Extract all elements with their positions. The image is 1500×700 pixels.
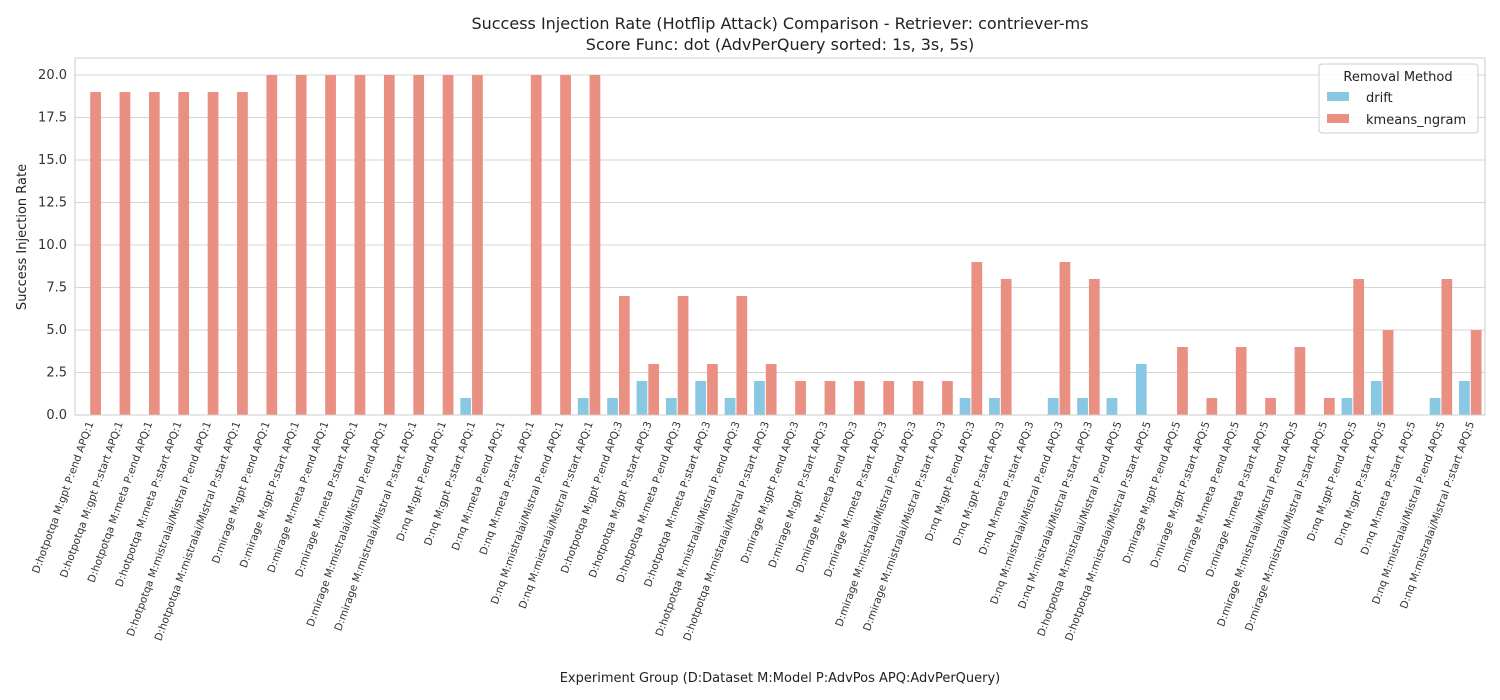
legend-label-drift: drift	[1366, 91, 1393, 106]
bar-kmeans-ngram	[1441, 279, 1453, 415]
bar-kmeans-ngram	[1470, 330, 1482, 415]
bar-kmeans-ngram	[736, 296, 748, 415]
bar-drift	[695, 381, 707, 415]
bar-kmeans-ngram	[1265, 398, 1276, 415]
bar-drift	[577, 398, 589, 415]
bar-kmeans-ngram	[1000, 279, 1012, 415]
bar-kmeans-ngram	[237, 92, 248, 415]
bar-kmeans-ngram	[207, 92, 219, 415]
bar-drift	[1459, 381, 1470, 415]
y-tick-label: 0.0	[46, 408, 67, 423]
y-tick-label: 12.5	[38, 196, 67, 211]
y-tick-label: 7.5	[46, 281, 67, 296]
bar-kmeans-ngram	[1353, 279, 1365, 415]
bar-kmeans-ngram	[618, 296, 630, 415]
bar-kmeans-ngram	[942, 381, 953, 415]
legend-swatch-kmeans-ngram	[1327, 114, 1349, 123]
bar-kmeans-ngram	[295, 75, 307, 415]
y-axis-label: Success Injection Rate	[15, 164, 30, 310]
y-tick-label: 10.0	[38, 238, 67, 253]
x-tick-label: D:nq M:meta P:start APQ:5	[1359, 420, 1419, 557]
bar-kmeans-ngram	[883, 381, 895, 415]
legend: Removal Method drift kmeans_ngram	[1318, 63, 1479, 134]
legend-box	[1318, 63, 1479, 134]
bar-kmeans-ngram	[119, 92, 131, 415]
bar-drift	[1341, 398, 1353, 415]
bar-drift	[1047, 398, 1059, 415]
bar-kmeans-ngram	[90, 92, 101, 415]
bar-drift	[1077, 398, 1088, 415]
bar-kmeans-ngram	[824, 381, 836, 415]
bar-kmeans-ngram	[971, 262, 983, 415]
bar-drift	[665, 398, 677, 415]
legend-title: Removal Method	[1343, 70, 1452, 85]
x-tick-labels: D:hotpotqa M:gpt P:end APQ:1D:hotpotqa M…	[30, 420, 1477, 643]
bar-kmeans-ngram	[707, 364, 718, 415]
bar-drift	[724, 398, 736, 415]
y-tick-label: 17.5	[38, 111, 67, 126]
plot-frame	[74, 57, 1486, 416]
x-tick-label: D:nq M:meta P:start APQ:3	[977, 420, 1037, 557]
chart-title-line1: Success Injection Rate (Hotflip Attack) …	[471, 14, 1088, 33]
bar-kmeans-ngram	[560, 75, 571, 415]
chart-title-line2: Score Func: dot (AdvPerQuery sorted: 1s,…	[586, 35, 974, 54]
bar-kmeans-ngram	[266, 75, 278, 415]
bar-drift	[1135, 364, 1147, 415]
bar-kmeans-ngram	[853, 381, 865, 415]
bar-kmeans-ngram	[1323, 398, 1335, 415]
x-tick-label: D:nq M:meta P:end APQ:1	[450, 420, 508, 552]
bar-drift	[636, 381, 648, 415]
bar-drift	[989, 398, 1000, 415]
bar-kmeans-ngram	[1059, 262, 1071, 415]
bar-kmeans-ngram	[442, 75, 454, 415]
y-tick-labels: 0.0 2.5 5.0 7.5 10.0 12.5 15.0 17.5 20.0	[38, 68, 67, 423]
bar-drift	[607, 398, 618, 415]
bar-kmeans-ngram	[677, 296, 689, 415]
bar-kmeans-ngram	[795, 381, 806, 415]
bar-kmeans-ngram	[1235, 347, 1247, 415]
bar-kmeans-ngram	[1382, 330, 1394, 415]
bar-kmeans-ngram	[765, 364, 777, 415]
bar-kmeans-ngram	[472, 75, 483, 415]
bar-kmeans-ngram	[383, 75, 395, 415]
bar-kmeans-ngram	[530, 75, 542, 415]
y-tick-label: 20.0	[38, 68, 67, 83]
y-tick-label: 5.0	[46, 323, 67, 338]
bar-kmeans-ngram	[178, 92, 190, 415]
bar-kmeans-ngram	[413, 75, 425, 415]
bar-kmeans-ngram	[1088, 279, 1100, 415]
bar-kmeans-ngram	[148, 92, 160, 415]
bar-kmeans-ngram	[1177, 347, 1188, 415]
y-tick-label: 15.0	[38, 153, 67, 168]
bar-drift	[1106, 398, 1118, 415]
gridlines	[75, 74, 1485, 416]
legend-swatch-drift	[1327, 92, 1349, 101]
bar-kmeans-ngram	[354, 75, 366, 415]
bar-kmeans-ngram	[589, 75, 601, 415]
bar-kmeans-ngram	[912, 381, 924, 415]
x-tick-label: D:nq M:meta P:start APQ:1	[478, 420, 538, 557]
x-axis-label: Experiment Group (D:Dataset M:Model P:Ad…	[560, 671, 1001, 686]
legend-label-kmeans-ngram: kmeans_ngram	[1366, 113, 1466, 128]
bar-drift	[460, 398, 472, 415]
bar-kmeans-ngram	[648, 364, 660, 415]
bars	[90, 75, 1482, 415]
bar-drift	[1429, 398, 1441, 415]
bar-kmeans-ngram	[1294, 347, 1306, 415]
bar-drift	[754, 381, 765, 415]
y-tick-label: 2.5	[46, 366, 67, 381]
bar-kmeans-ngram	[1206, 398, 1218, 415]
bar-kmeans-ngram	[325, 75, 336, 415]
bar-drift	[1370, 381, 1382, 415]
bar-drift	[959, 398, 971, 415]
